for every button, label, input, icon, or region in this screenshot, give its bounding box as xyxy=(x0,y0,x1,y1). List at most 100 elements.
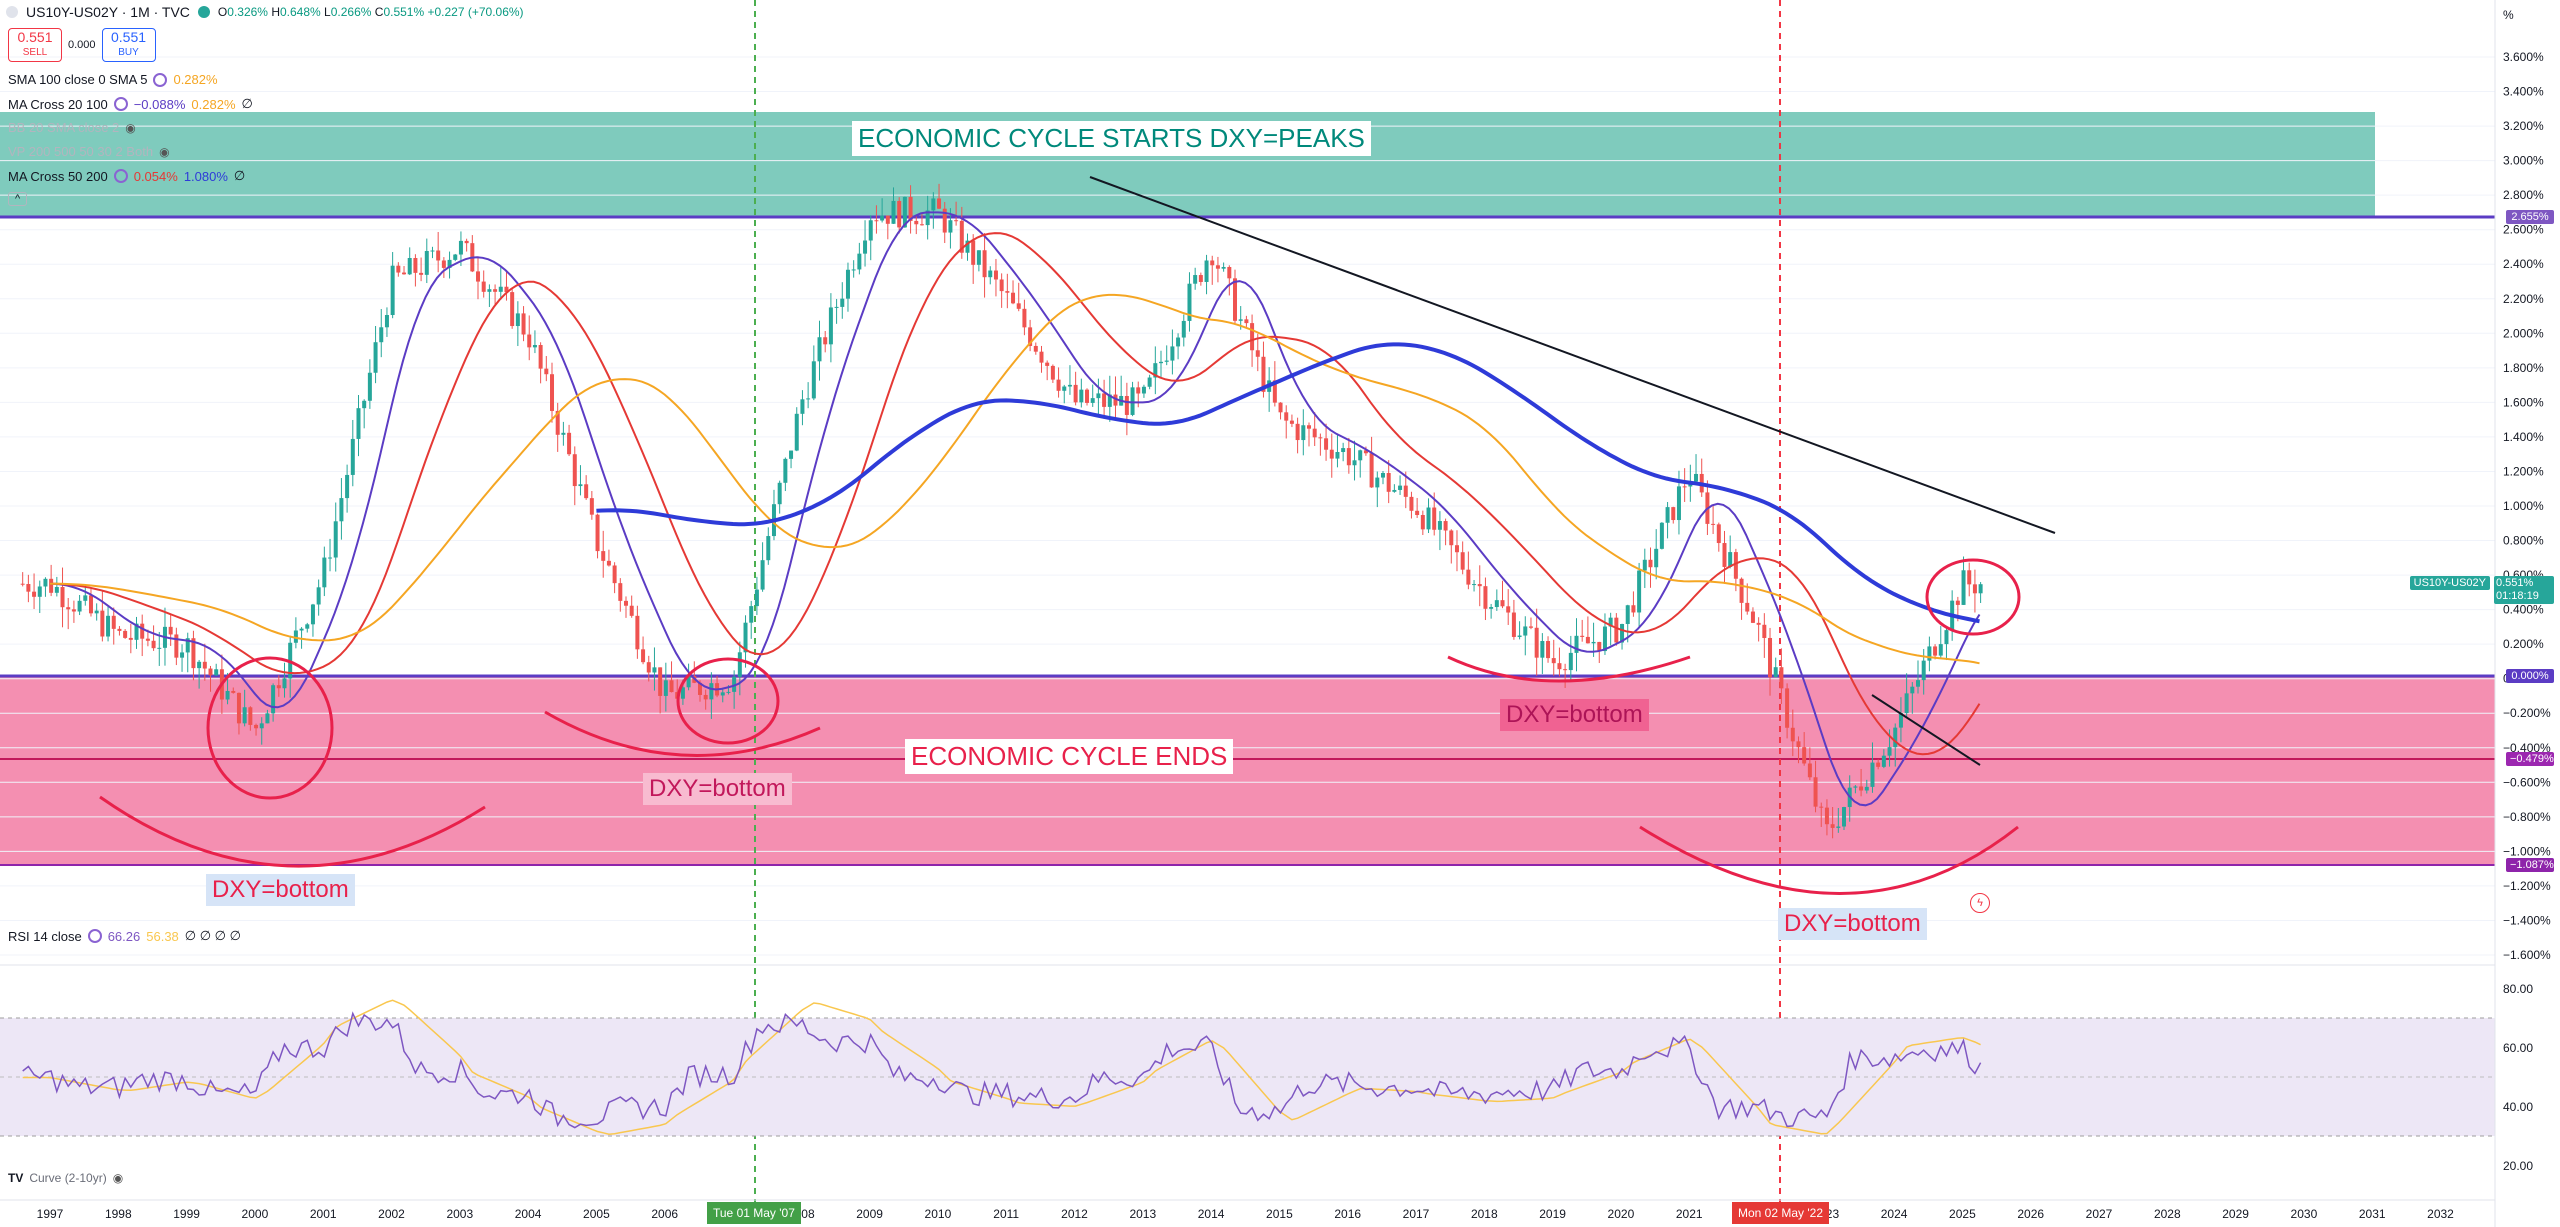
x-tick-label: 2019 xyxy=(1539,1207,1566,1221)
legend-ma-cross-50[interactable]: MA Cross 50 200 0.054% 1.080% ∅ xyxy=(8,168,245,184)
arc-markup-2019 xyxy=(1447,655,1691,683)
candle-body xyxy=(1147,377,1152,387)
candle-body xyxy=(1523,626,1528,636)
candle-body xyxy=(1415,510,1420,516)
eye-icon[interactable]: ◉ xyxy=(112,1171,124,1185)
candle-body xyxy=(800,399,805,414)
open-key: O xyxy=(217,5,228,19)
price-axis[interactable]: % 3.600% 3.400% 3.200% 3.000% 2.800% 2.600% 2.4… xyxy=(2503,8,2551,962)
candle-body xyxy=(584,484,589,499)
lightning-icon[interactable]: ϟ xyxy=(1970,893,1990,913)
candle-body xyxy=(1597,641,1602,652)
annotation-dxy-bottom-2000[interactable]: DXY=bottom xyxy=(206,874,355,906)
x-tick-label: 2032 xyxy=(2427,1207,2454,1221)
candle-body xyxy=(954,220,959,222)
legend-rsi[interactable]: RSI 14 close 66.26 56.38 ∅ ∅ ∅ ∅ xyxy=(8,928,241,944)
candle-body xyxy=(976,250,981,265)
candle-body xyxy=(1887,747,1892,756)
candle-body xyxy=(1528,626,1533,628)
candle-body xyxy=(1238,319,1243,321)
candle-body xyxy=(1910,686,1915,694)
moving-averages-group xyxy=(49,211,1981,807)
annotation-dxy-bottom-2019[interactable]: DXY=bottom xyxy=(1500,699,1649,731)
low-key: L xyxy=(324,5,331,19)
y-tick-label: 1.000% xyxy=(2503,499,2544,513)
candle-body xyxy=(1836,826,1841,828)
settings-icon[interactable] xyxy=(113,97,128,111)
y-tick-label: 2.000% xyxy=(2503,326,2544,340)
candles-group xyxy=(20,183,1983,839)
x-tick-label: 2029 xyxy=(2222,1207,2249,1221)
candle-body xyxy=(350,438,355,475)
y-tick-label: −1.000% xyxy=(2503,844,2551,858)
candle-body xyxy=(248,707,253,725)
candle-body xyxy=(293,630,298,643)
eye-hidden-icon[interactable]: ◉ xyxy=(159,144,170,159)
candle-body xyxy=(1204,260,1209,282)
candle-body xyxy=(532,345,537,348)
settings-icon[interactable] xyxy=(153,72,168,87)
settings-icon[interactable] xyxy=(113,169,128,183)
candle-body xyxy=(618,583,623,601)
sell-button[interactable]: 0.551 SELL xyxy=(8,28,62,62)
candle-body xyxy=(94,610,99,614)
legend-bb-hidden[interactable]: BB 20 SMA close 2 ◉ xyxy=(8,120,136,135)
x-tick-label: 2021 xyxy=(1676,1207,1703,1221)
rsi-line xyxy=(22,1011,1982,1129)
candle-body xyxy=(1893,727,1898,748)
candle-body xyxy=(868,220,873,241)
candle-body xyxy=(54,587,59,593)
downtrend-line[interactable] xyxy=(1089,176,2056,534)
annotation-cycle-ends[interactable]: ECONOMIC CYCLE ENDS xyxy=(905,739,1234,774)
candle-body xyxy=(1585,636,1590,644)
annotation-dxy-bottom-2006[interactable]: DXY=bottom xyxy=(643,773,792,805)
candle-body xyxy=(1022,308,1027,328)
candle-body xyxy=(1716,524,1721,544)
candle-body xyxy=(367,372,372,401)
symbol-title[interactable]: US10Y-US02Y · 1M · TVC xyxy=(26,4,190,20)
candle-body xyxy=(811,361,816,399)
candle-body xyxy=(1437,521,1442,530)
annotation-cycle-starts[interactable]: ECONOMIC CYCLE STARTS DXY=PEAKS xyxy=(852,121,1371,156)
y-tick-label: −0.600% xyxy=(2503,775,2551,789)
collapse-legend-button[interactable]: ^ xyxy=(8,192,28,206)
candle-body xyxy=(1056,379,1061,391)
candle-body xyxy=(669,680,674,693)
eye-hidden-icon[interactable]: ◉ xyxy=(125,120,136,135)
rsi-axis[interactable]: 80.00 60.00 40.00 20.00 xyxy=(2503,982,2533,1173)
candle-body xyxy=(276,685,281,689)
x-tick-label: 2004 xyxy=(515,1207,542,1221)
candle-body xyxy=(1130,387,1135,415)
circle-markup-2006 xyxy=(676,657,780,745)
candle-body xyxy=(1853,786,1858,788)
y-tick-label: 3.400% xyxy=(2503,85,2544,99)
legend-curve-name: Curve (2-10yr) xyxy=(29,1171,107,1185)
legend-ma20-value-2: 0.282% xyxy=(191,96,236,112)
buy-button[interactable]: 0.551 BUY xyxy=(101,28,156,62)
rsi-lines xyxy=(22,999,1982,1135)
candle-body xyxy=(71,609,76,612)
candle-body xyxy=(817,337,822,362)
legend-ma-cross-20[interactable]: MA Cross 20 100 −0.088% 0.282% ∅ xyxy=(8,96,253,112)
date-badge-2007: Tue 01 May '07 xyxy=(707,1202,801,1224)
annotation-dxy-bottom-2023[interactable]: DXY=bottom xyxy=(1778,908,1927,940)
short-trend-line[interactable] xyxy=(1871,694,1981,766)
legend-vp-hidden[interactable]: VP 200 500 50 30 2 Both ◉ xyxy=(8,144,170,159)
candle-body xyxy=(544,368,549,375)
settings-icon[interactable] xyxy=(87,929,102,943)
legend-curve[interactable]: TV Curve (2-10yr) ◉ xyxy=(8,1171,123,1185)
candle-body xyxy=(185,638,190,653)
candle-body xyxy=(1409,496,1414,511)
candle-body xyxy=(407,258,412,275)
rsi-tick-label: 40.00 xyxy=(2503,1100,2533,1114)
candle-body xyxy=(1141,386,1146,394)
legend-sma[interactable]: SMA 100 close 0 SMA 5 0.282% xyxy=(8,72,218,87)
candle-body xyxy=(1324,438,1329,450)
candle-body xyxy=(1005,291,1010,293)
candle-body xyxy=(629,605,634,616)
candle-body xyxy=(1807,763,1812,778)
candle-body xyxy=(1711,523,1716,525)
legend-bb-name: BB 20 SMA close 2 xyxy=(8,120,120,135)
candle-body xyxy=(1244,319,1249,324)
